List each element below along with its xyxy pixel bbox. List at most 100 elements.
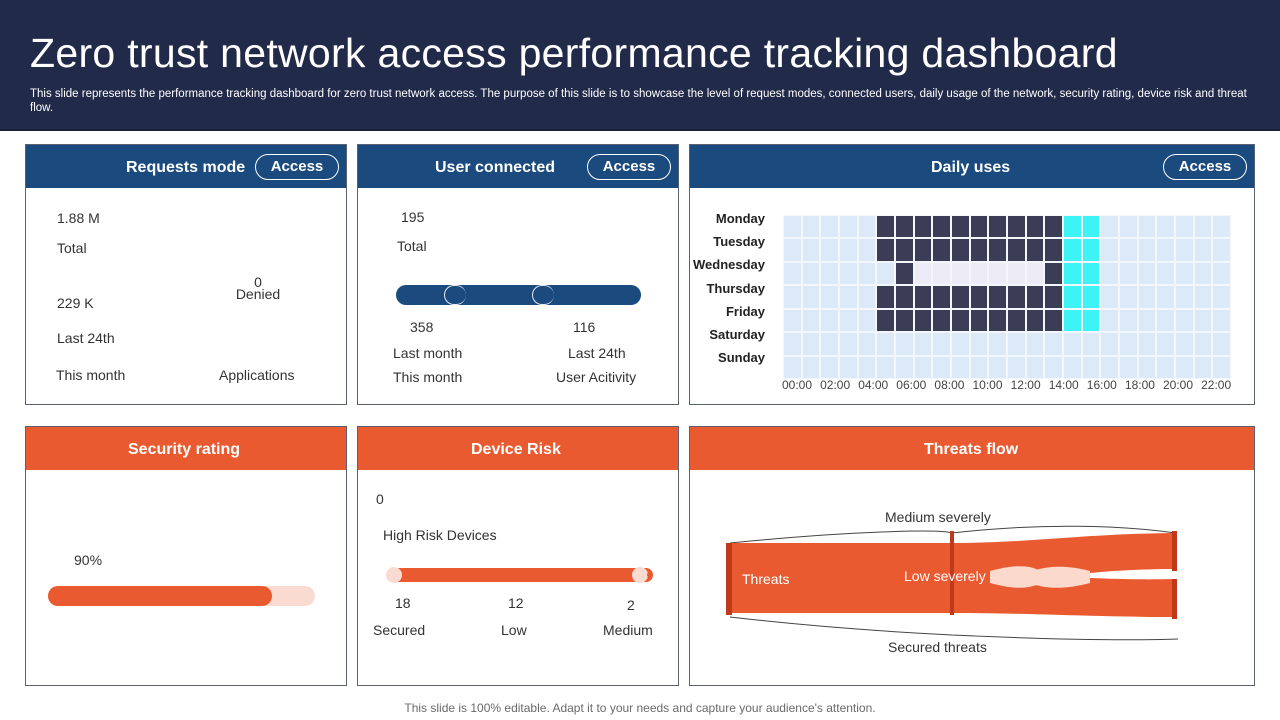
heatmap-cell — [1137, 308, 1157, 333]
heatmap-cell — [988, 261, 1007, 286]
secured-label: Secured — [373, 622, 426, 638]
heatmap-cell — [1212, 308, 1231, 333]
requests-applications-label: Applications — [219, 367, 295, 383]
heatmap-cell — [1119, 215, 1138, 239]
user-last24-label: Last 24th — [568, 345, 626, 361]
heatmap-cell — [969, 332, 989, 356]
heatmap-cell — [1025, 355, 1045, 379]
requests-mode-title: Requests mode — [126, 159, 246, 176]
heatmap-cell — [1156, 215, 1175, 239]
heatmap-cell — [1212, 332, 1231, 356]
day-label-friday: Friday — [725, 303, 765, 319]
heatmap-cell — [839, 332, 858, 356]
threats-flow-header: Threats flow — [690, 427, 1254, 470]
heatmap-cell — [932, 215, 951, 239]
heatmap-cell — [1137, 355, 1157, 379]
day-label-monday: Monday — [715, 211, 765, 226]
heatmap-cell — [801, 215, 821, 239]
heatmap-cell — [1193, 308, 1213, 333]
requests-last24-value: 229 K — [57, 295, 94, 311]
heatmap-cell — [801, 261, 821, 286]
hour-label: 16:00 — [1086, 378, 1117, 392]
heatmap-cell — [801, 332, 821, 356]
requests-denied-value: 0 — [254, 274, 262, 290]
daily-uses-access-button[interactable]: Access — [1163, 154, 1247, 180]
heatmap-cell — [1212, 355, 1231, 379]
heatmap-cell — [1100, 355, 1119, 379]
high-risk-value: 0 — [376, 491, 384, 507]
page-title: Zero trust network access performance tr… — [30, 30, 1118, 76]
requests-this-month-label: This month — [56, 367, 126, 383]
heatmap-cell — [1175, 238, 1194, 262]
user-last-month-value: 358 — [410, 319, 434, 335]
heatmap-cell — [1044, 332, 1063, 356]
heatmap-cell — [988, 355, 1007, 379]
heatmap-cell — [857, 308, 877, 333]
heatmap-cell — [839, 355, 858, 379]
secured-threats-label: Secured threats — [888, 639, 987, 655]
heatmap-cell — [1044, 215, 1063, 239]
threats-flow-sankey — [726, 525, 1179, 641]
heatmap-cell — [1137, 215, 1157, 239]
heatmap-cell — [820, 308, 839, 333]
heatmap-cell — [801, 285, 821, 309]
heatmap-cell — [932, 332, 951, 356]
day-label-wednesday: Wednesday — [693, 257, 766, 273]
heatmap-cell — [876, 215, 895, 239]
heatmap-cell — [1025, 261, 1045, 286]
heatmap-cell — [1081, 332, 1101, 356]
heatmap-cell — [876, 332, 895, 356]
medium-label: Medium — [603, 622, 653, 638]
heatmap-cell — [1007, 285, 1026, 309]
heatmap-cell — [1175, 308, 1194, 333]
heatmap-cell — [1081, 308, 1101, 333]
heatmap-cell — [895, 308, 914, 333]
heatmap-cell — [1137, 238, 1157, 262]
day-label-tuesday: Tuesday — [713, 234, 765, 250]
threats-source-label: Threats — [742, 571, 790, 587]
medium-value: 2 — [627, 597, 635, 613]
requests-mode-access-button[interactable]: Access — [255, 154, 339, 180]
heatmap-cell — [895, 238, 914, 262]
requests-total-label: Total — [57, 240, 87, 256]
heatmap-cell — [1100, 332, 1119, 356]
heatmap-cell — [1193, 332, 1213, 356]
daily-uses-header: Daily uses Access — [690, 145, 1254, 188]
heatmap-cell — [1063, 238, 1082, 262]
heatmap-cell — [857, 215, 877, 239]
heatmap-cell — [895, 332, 914, 356]
secured-flow-outline — [729, 616, 1179, 641]
heatmap-cell — [1212, 238, 1231, 262]
device-risk-title: Device Risk — [471, 441, 561, 458]
heatmap-cell — [1063, 261, 1082, 286]
heatmap-cell — [1175, 332, 1194, 356]
threats-flow-title: Threats flow — [924, 441, 1019, 458]
user-connected-access-button[interactable]: Access — [587, 154, 671, 180]
requests-mode-header: Requests mode Access — [26, 145, 346, 188]
user-activity-bar — [396, 285, 641, 305]
hour-label: 12:00 — [1010, 378, 1041, 392]
heatmap-cell — [876, 285, 895, 309]
heatmap-cell — [913, 355, 933, 379]
slide-header: Zero trust network access performance tr… — [0, 0, 1280, 131]
heatmap-cell — [1156, 261, 1175, 286]
heatmap-cell — [1100, 285, 1119, 309]
daily-uses-heatmap — [783, 215, 1231, 379]
heatmap-cell — [1156, 308, 1175, 333]
heatmap-cell — [913, 215, 933, 239]
heatmap-cell — [1007, 215, 1026, 239]
heatmap-cell — [1044, 261, 1063, 286]
footer-note: This slide is 100% editable. Adapt it to… — [404, 701, 876, 715]
device-risk-panel: Device Risk 0 High Risk Devices 18 12 2 … — [357, 426, 679, 686]
heatmap-cell — [783, 215, 802, 239]
secured-value: 18 — [395, 595, 411, 611]
middle-node — [950, 531, 954, 615]
heatmap-cell — [932, 355, 951, 379]
heatmap-cell — [1007, 261, 1026, 286]
heatmap-cell — [820, 215, 839, 239]
heatmap-cell — [857, 261, 877, 286]
heatmap-cell — [1156, 355, 1175, 379]
high-risk-label: High Risk Devices — [383, 527, 497, 543]
heatmap-cell — [1044, 355, 1063, 379]
user-connected-header: User connected Access — [358, 145, 678, 188]
